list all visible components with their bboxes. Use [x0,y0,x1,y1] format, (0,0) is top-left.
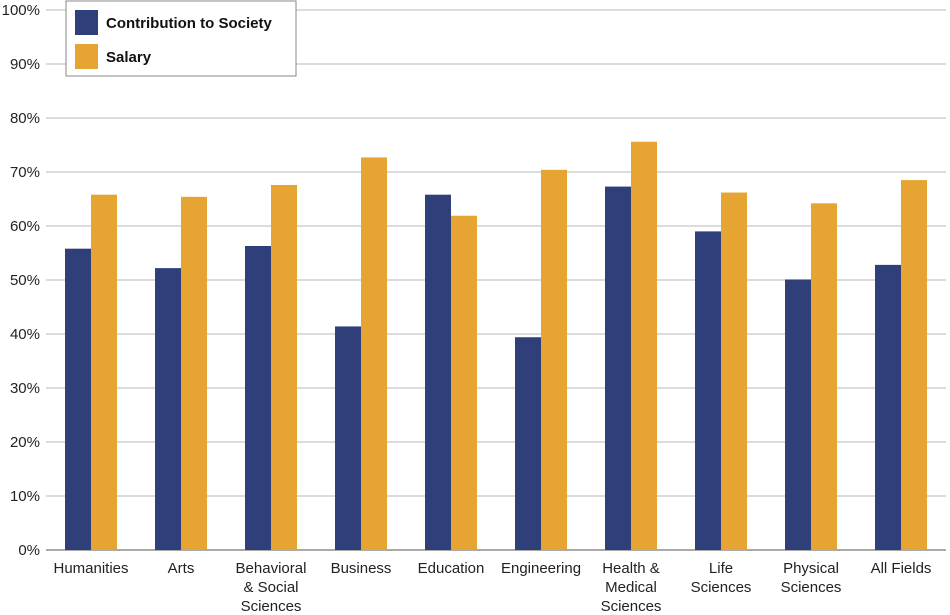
bar-contribution [695,231,721,550]
bar-salary [541,169,567,550]
x-tick-label: Engineering [501,560,581,577]
x-tick-label: Physical Sciences [781,560,842,596]
bars [65,141,927,551]
bar-contribution [155,268,181,550]
x-tick-label: Humanities [53,560,128,577]
y-tick-label: 90% [10,56,40,73]
bar-salary [721,192,747,550]
bar-contribution [785,279,811,550]
y-tick-label: 10% [10,488,40,505]
bar-salary [811,203,837,550]
bar-contribution [65,248,91,550]
x-tick-label: Arts [168,560,195,577]
legend-swatch-contribution [75,10,98,35]
bar-salary [181,196,207,550]
x-tick-label: Business [331,560,392,577]
x-tick-label: Behavioral & Social Sciences [236,560,307,615]
bar-contribution [425,194,451,550]
legend-box [65,0,297,77]
bar-salary [361,157,387,551]
y-tick-label: 70% [10,164,40,181]
x-tick-label: Education [418,560,485,577]
x-tick-label: Health & Medical Sciences [601,560,662,615]
legend-label-salary: Salary [106,49,152,66]
bar-salary [901,180,927,550]
y-axis-ticks: 0% 10% 20% 30% 40% 50% 60% 70% 80% 90% 100% [2,2,40,559]
y-tick-label: 30% [10,380,40,397]
x-axis-labels: Humanities Arts Behavioral & Social Sciences… [53,560,931,615]
bar-contribution [245,245,271,551]
y-tick-label: 20% [10,434,40,451]
bar-contribution [515,337,541,550]
y-tick-label: 40% [10,326,40,343]
y-tick-label: 80% [10,110,40,127]
y-tick-label: 50% [10,272,40,289]
x-tick-label: All Fields [871,560,932,577]
y-tick-label: 100% [2,2,40,19]
bar-contribution [335,326,361,550]
x-tick-label: Life Sciences [691,560,752,596]
bar-salary [271,184,297,550]
bar-contribution [605,186,631,550]
bar-contribution [875,264,901,550]
legend: Contribution to Society Salary [65,0,297,77]
y-tick-label: 60% [10,218,40,235]
legend-swatch-salary [75,44,98,69]
legend-label-contribution: Contribution to Society [106,15,272,32]
y-tick-label: 0% [18,542,40,559]
bar-salary [451,215,477,551]
bar-salary [91,194,117,550]
bar-salary [631,141,657,550]
